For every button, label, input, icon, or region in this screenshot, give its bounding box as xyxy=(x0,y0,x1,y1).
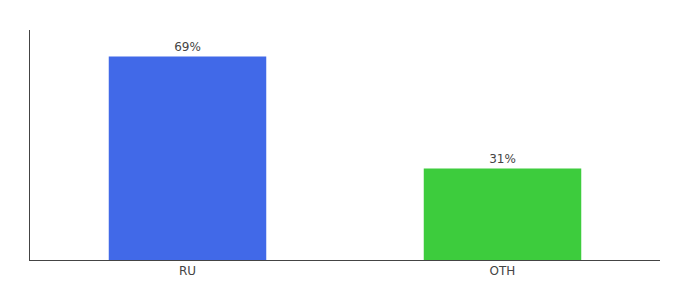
svg-text:31%: 31% xyxy=(489,152,516,166)
svg-text:OTH: OTH xyxy=(490,264,516,278)
svg-text:RU: RU xyxy=(179,264,196,278)
svg-text:69%: 69% xyxy=(174,40,201,54)
